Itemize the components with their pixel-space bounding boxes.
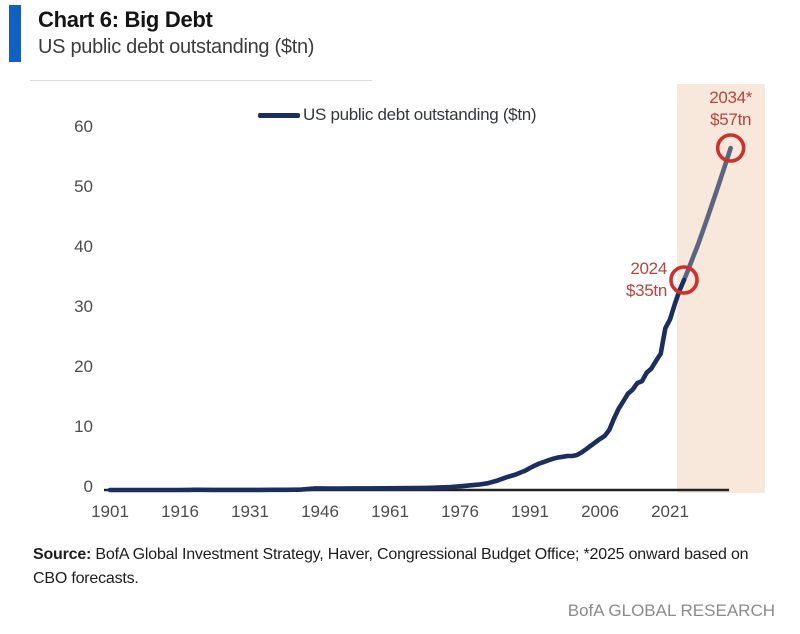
annotation-circle (669, 265, 699, 295)
source-note: Source: BofA Global Investment Strategy,… (33, 543, 765, 591)
legend-line-swatch (258, 112, 300, 118)
annotation-circle (715, 133, 746, 163)
forecast-region (677, 84, 765, 493)
bofa-global-research-label: BofA GLOBAL RESEARCH (567, 601, 775, 620)
accent-bar (9, 5, 21, 62)
source-text: BofA Global Investment Strategy, Haver, … (33, 546, 749, 587)
page-title: Chart 6: Big Debt (38, 7, 213, 32)
forecast-line (681, 145, 734, 283)
source-label: Source: (33, 546, 92, 563)
debt-line (107, 277, 687, 493)
legend-label: US public debt outstanding ($tn) (303, 105, 537, 124)
page-subtitle: US public debt outstanding ($tn) (38, 36, 315, 58)
header-divider (30, 80, 372, 81)
chart-legend: US public debt outstanding ($tn) (258, 103, 537, 127)
